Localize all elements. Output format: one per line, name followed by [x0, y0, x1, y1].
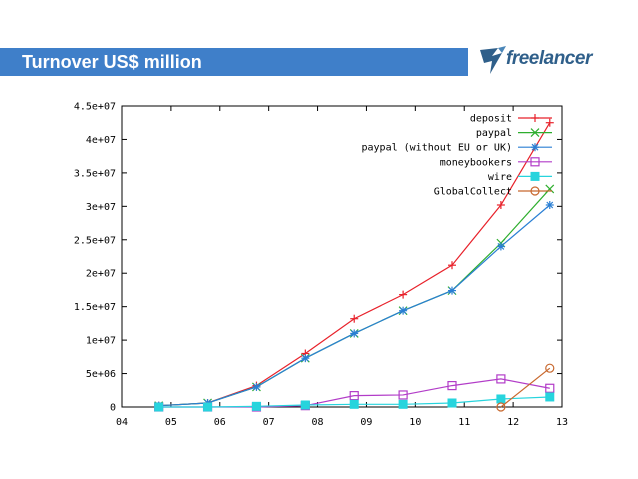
- y-tick-label: 1.5e+07: [74, 302, 116, 313]
- data-point: [496, 394, 506, 404]
- slide-title: Turnover US$ million: [22, 52, 202, 72]
- data-point: [496, 374, 506, 384]
- y-tick-label: 4.5e+07: [74, 102, 116, 113]
- data-point: [349, 391, 359, 401]
- data-point: [448, 286, 456, 295]
- data-point: [447, 398, 457, 408]
- data-point: [203, 402, 213, 412]
- data-point: [545, 383, 555, 393]
- data-point: [251, 401, 261, 411]
- data-point: [399, 290, 408, 299]
- y-tick-label: 0: [110, 403, 116, 414]
- legend-entry: deposit: [470, 114, 552, 125]
- y-tick-label: 5e+06: [86, 369, 116, 380]
- legend-marker: [531, 114, 539, 122]
- y-tick-label: 2.5e+07: [74, 235, 116, 246]
- chart-series: [154, 118, 555, 412]
- y-tick-label: 3.5e+07: [74, 168, 116, 179]
- data-point: [154, 402, 164, 412]
- data-point: [350, 314, 359, 323]
- legend-label: deposit: [470, 114, 512, 125]
- plot-border: [121, 105, 563, 408]
- x-tick-label: 05: [165, 417, 177, 428]
- x-tick-label: 10: [409, 417, 421, 428]
- series-globalcollect: [496, 363, 555, 412]
- x-tick-label: 06: [214, 417, 226, 428]
- legend-marker: [530, 186, 540, 196]
- data-point: [301, 354, 310, 363]
- legend-entry: paypal: [476, 128, 552, 139]
- legend-marker: [530, 171, 540, 181]
- y-tick-label: 3e+07: [86, 202, 116, 213]
- title-bar: [0, 48, 468, 76]
- legend-entry: moneybookers: [440, 157, 552, 168]
- series-line: [158, 204, 551, 407]
- data-point: [448, 261, 456, 270]
- logo-text: freelancer: [506, 48, 592, 69]
- legend-marker: [530, 128, 540, 138]
- data-point: [349, 399, 359, 409]
- data-point: [398, 390, 408, 400]
- data-point: [545, 184, 555, 194]
- legend-marker: [531, 143, 539, 152]
- series-line: [158, 188, 551, 407]
- chart-axes: 04 05 06 07 08 09 10 11 12 13 0 5e+06 1e+07 1.5e+07 2e…: [74, 102, 568, 429]
- series-paypal-without-eu-or-uk-: [154, 200, 554, 410]
- data-point: [496, 402, 506, 412]
- freelancer-logo: [480, 46, 506, 74]
- series-paypal: [154, 184, 555, 411]
- legend-label: moneybookers: [440, 157, 512, 168]
- x-tick-label: 12: [507, 417, 519, 428]
- x-tick-label: 11: [458, 417, 470, 428]
- data-point: [447, 380, 457, 391]
- legend-label: wire: [488, 172, 512, 183]
- legend-entry: GlobalCollect: [434, 186, 552, 198]
- legend-marker: [530, 157, 540, 167]
- legend-label: paypal (without EU or UK): [361, 143, 512, 154]
- data-point: [545, 363, 555, 373]
- bird-icon: [480, 46, 506, 74]
- x-tick-label: 08: [312, 417, 324, 428]
- data-point: [545, 200, 554, 209]
- legend-label: paypal: [476, 128, 512, 139]
- data-point: [545, 118, 554, 127]
- data-point: [399, 306, 408, 315]
- legend-entry: paypal (without EU or UK): [361, 143, 552, 154]
- y-tick-label: 2e+07: [86, 269, 116, 280]
- data-point: [350, 329, 359, 338]
- x-tick-label: 04: [116, 417, 128, 428]
- data-point: [398, 399, 408, 409]
- legend-label: GlobalCollect: [434, 187, 512, 198]
- data-point: [496, 200, 505, 209]
- y-tick-label: 1e+07: [86, 336, 116, 347]
- x-tick-label: 13: [556, 417, 568, 428]
- series-wire: [154, 392, 555, 412]
- x-tick-label: 09: [360, 417, 372, 428]
- legend-entry: wire: [488, 171, 552, 183]
- data-point: [496, 242, 505, 251]
- data-point: [300, 400, 310, 410]
- x-tick-label: 07: [263, 417, 275, 428]
- series-line: [500, 367, 551, 408]
- data-point: [545, 392, 555, 402]
- data-point: [252, 382, 261, 391]
- y-tick-label: 4e+07: [86, 135, 116, 146]
- chart-legend: deposit paypal paypal (without EU or UK) mo…: [361, 114, 552, 198]
